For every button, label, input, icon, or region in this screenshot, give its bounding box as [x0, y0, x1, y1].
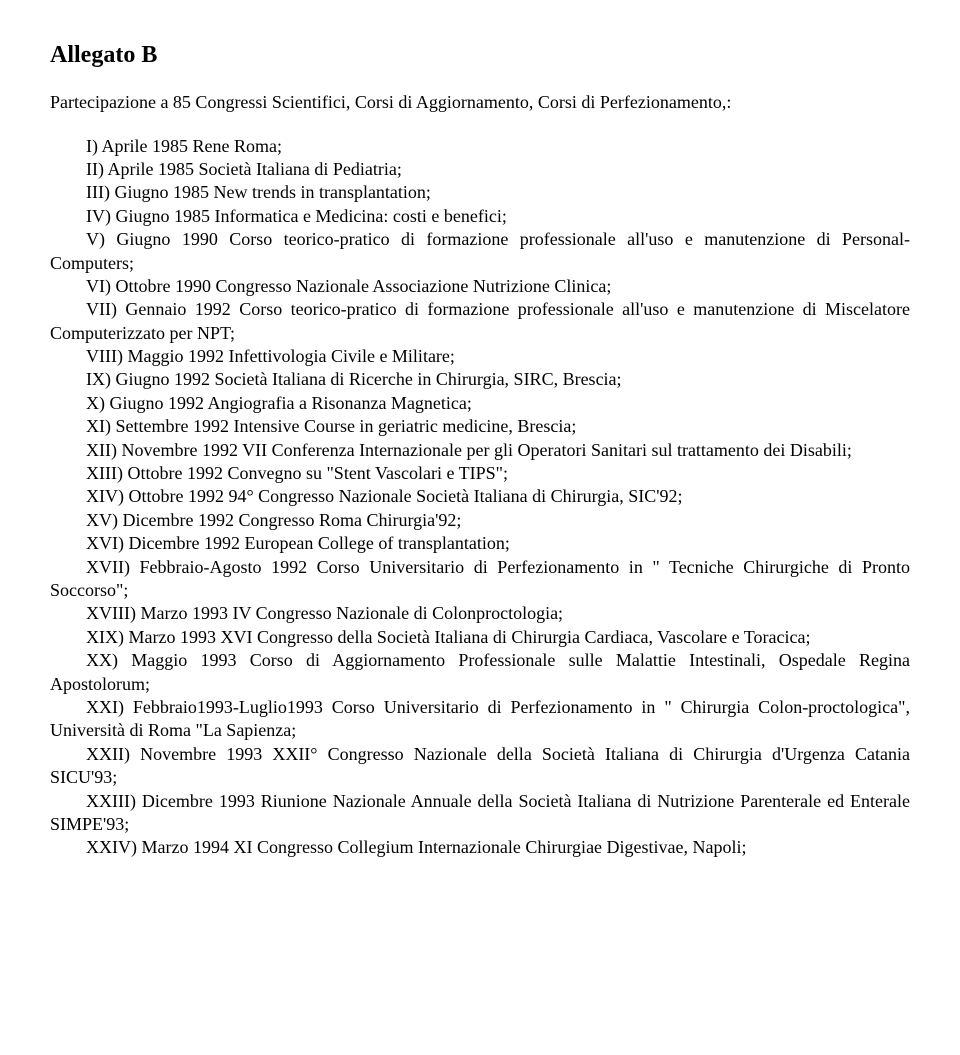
intro-paragraph: Partecipazione a 85 Congressi Scientific… — [50, 91, 910, 114]
list-item: IV) Giugno 1985 Informatica e Medicina: … — [50, 205, 910, 228]
list-item: XXII) Novembre 1993 XXII° Congresso Nazi… — [50, 743, 910, 790]
list-item: XVII) Febbraio-Agosto 1992 Corso Univers… — [50, 556, 910, 603]
list-item: XX) Maggio 1993 Corso di Aggiornamento P… — [50, 649, 910, 696]
list-item: XII) Novembre 1992 VII Conferenza Intern… — [50, 439, 910, 462]
list-item: XXIV) Marzo 1994 XI Congresso Collegium … — [50, 836, 910, 859]
list-item: XIV) Ottobre 1992 94° Congresso Nazional… — [50, 485, 910, 508]
list-item: II) Aprile 1985 Società Italiana di Pedi… — [50, 158, 910, 181]
list-item: XIII) Ottobre 1992 Convegno su "Stent Va… — [50, 462, 910, 485]
list-item: X) Giugno 1992 Angiografia a Risonanza M… — [50, 392, 910, 415]
list-item: XXIII) Dicembre 1993 Riunione Nazionale … — [50, 790, 910, 837]
list-item: XXI) Febbraio1993-Luglio1993 Corso Unive… — [50, 696, 910, 743]
list-item: VIII) Maggio 1992 Infettivologia Civile … — [50, 345, 910, 368]
list-item: I) Aprile 1985 Rene Roma; — [50, 135, 910, 158]
items-list: I) Aprile 1985 Rene Roma;II) Aprile 1985… — [50, 135, 910, 860]
list-item: XVI) Dicembre 1992 European College of t… — [50, 532, 910, 555]
document-title: Allegato B — [50, 40, 910, 71]
list-item: VI) Ottobre 1990 Congresso Nazionale Ass… — [50, 275, 910, 298]
list-item: VII) Gennaio 1992 Corso teorico-pratico … — [50, 298, 910, 345]
list-item: V) Giugno 1990 Corso teorico-pratico di … — [50, 228, 910, 275]
list-item: III) Giugno 1985 New trends in transplan… — [50, 181, 910, 204]
list-item: XV) Dicembre 1992 Congresso Roma Chirurg… — [50, 509, 910, 532]
list-item: IX) Giugno 1992 Società Italiana di Rice… — [50, 368, 910, 391]
list-item: XIX) Marzo 1993 XVI Congresso della Soci… — [50, 626, 910, 649]
list-item: XVIII) Marzo 1993 IV Congresso Nazionale… — [50, 602, 910, 625]
list-item: XI) Settembre 1992 Intensive Course in g… — [50, 415, 910, 438]
